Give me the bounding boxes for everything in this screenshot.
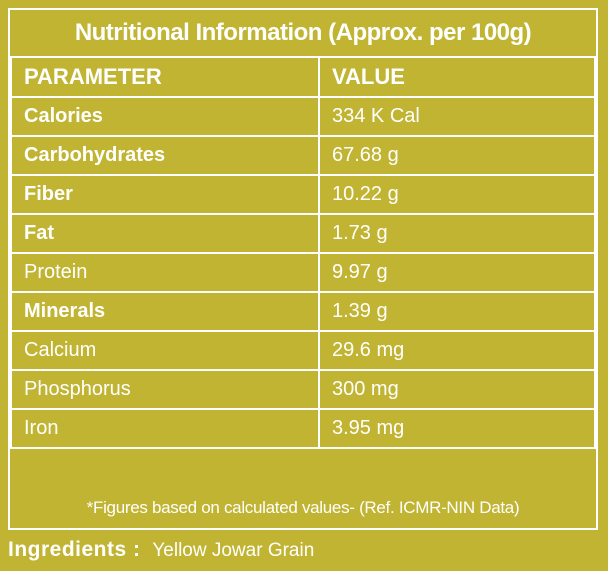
ingredients-label: Ingredients :: [8, 538, 141, 561]
nutrition-table: PARAMETER VALUE Calories 334 K Cal Carbo…: [10, 56, 596, 449]
ingredients-line: Ingredients : Yellow Jowar Grain: [8, 538, 314, 562]
row-value: 334 K Cal: [318, 96, 596, 137]
row-parameter: Fat: [10, 213, 320, 254]
row-parameter: Fiber: [10, 174, 320, 215]
row-value: 10.22 g: [318, 174, 596, 215]
table-row: Iron 3.95 mg: [10, 408, 596, 449]
table-row: Fiber 10.22 g: [10, 174, 596, 215]
table-row: Carbohydrates 67.68 g: [10, 135, 596, 176]
row-value: 29.6 mg: [318, 330, 596, 371]
table-row: Calcium 29.6 mg: [10, 330, 596, 371]
footnote: *Figures based on calculated values- (Re…: [86, 498, 520, 517]
row-parameter: Protein: [10, 252, 320, 293]
row-value: 1.73 g: [318, 213, 596, 254]
row-value: 67.68 g: [318, 135, 596, 176]
table-row: Calories 334 K Cal: [10, 96, 596, 137]
header-parameter: PARAMETER: [10, 56, 320, 98]
header-value: VALUE: [318, 56, 596, 98]
row-parameter: Carbohydrates: [10, 135, 320, 176]
row-parameter: Phosphorus: [10, 369, 320, 410]
row-value: 3.95 mg: [318, 408, 596, 449]
row-parameter: Calories: [10, 96, 320, 137]
ingredients-value: Yellow Jowar Grain: [152, 540, 315, 561]
row-value: 1.39 g: [318, 291, 596, 332]
table-title: Nutritional Information (Approx. per 100…: [74, 19, 532, 46]
nutrition-panel: Nutritional Information (Approx. per 100…: [8, 8, 598, 530]
table-row: Fat 1.73 g: [10, 213, 596, 254]
row-parameter: Minerals: [10, 291, 320, 332]
row-parameter: Calcium: [10, 330, 320, 371]
table-row: Phosphorus 300 mg: [10, 369, 596, 410]
table-row: Protein 9.97 g: [10, 252, 596, 293]
row-parameter: Iron: [10, 408, 320, 449]
header-row: PARAMETER VALUE: [10, 56, 596, 98]
row-value: 300 mg: [318, 369, 596, 410]
row-value: 9.97 g: [318, 252, 596, 293]
table-row: Minerals 1.39 g: [10, 291, 596, 332]
